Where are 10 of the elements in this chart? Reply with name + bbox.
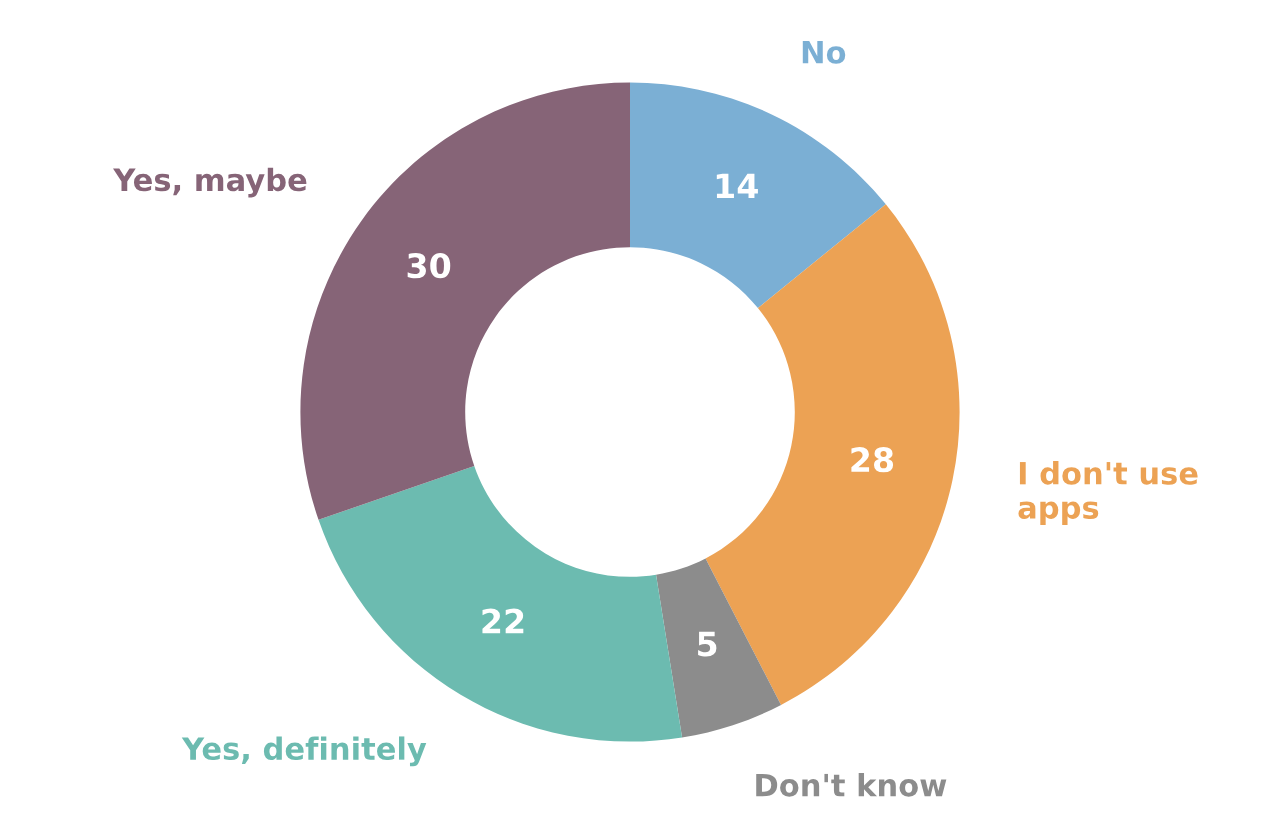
slice-label: Yes, maybe (113, 167, 307, 198)
data-label: 28 (851, 447, 894, 473)
slice-label: I don't use apps (1018, 461, 1198, 525)
data-label: 30 (407, 253, 451, 279)
slice-label: No (802, 41, 846, 64)
slice-label: Don't know (756, 772, 947, 797)
data-label: 5 (698, 631, 717, 657)
data-label: 22 (482, 608, 524, 634)
data-label: 14 (716, 173, 758, 198)
slice-label: Yes, definitely (181, 736, 427, 767)
